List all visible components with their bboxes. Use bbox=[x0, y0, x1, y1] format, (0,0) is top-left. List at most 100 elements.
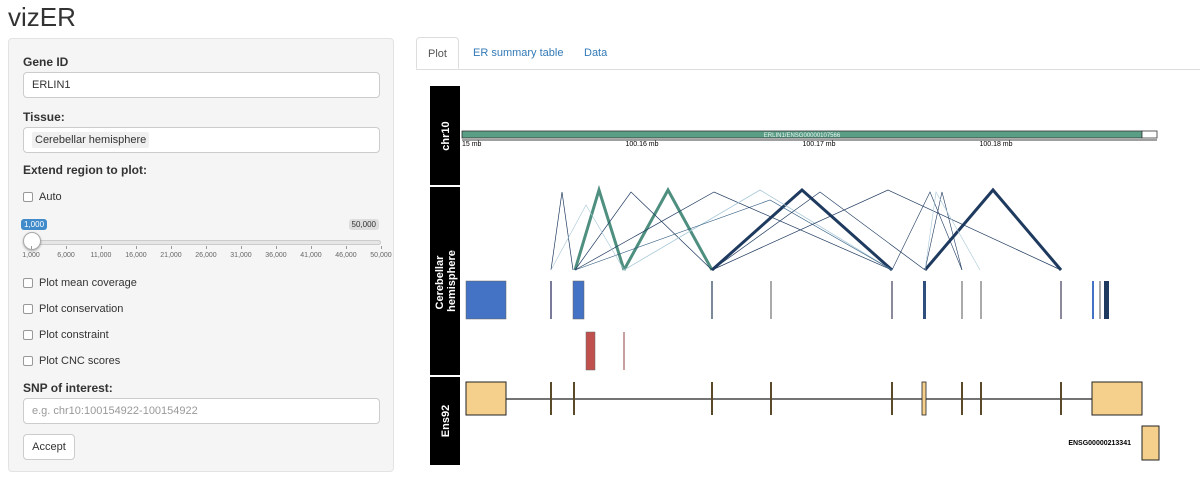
slider-tick-label: 16,000 bbox=[125, 252, 147, 259]
plot-conservation-label: Plot conservation bbox=[39, 303, 124, 315]
junction-arc bbox=[923, 187, 1063, 271]
junction-arc bbox=[622, 186, 714, 271]
exon bbox=[1060, 382, 1062, 415]
tab-er-summary-table[interactable]: ER summary table bbox=[473, 47, 564, 59]
er-block bbox=[1104, 281, 1109, 319]
checkbox-box[interactable] bbox=[23, 278, 33, 288]
axis-tick-label: 15 mb bbox=[462, 141, 482, 148]
gene-bar-end bbox=[1141, 130, 1158, 139]
accept-button[interactable]: Accept bbox=[23, 434, 75, 460]
slider-tick-label: 1,000 bbox=[22, 252, 40, 259]
slider-tick-label: 26,000 bbox=[195, 252, 217, 259]
er-block bbox=[711, 281, 713, 319]
tissue-track-label-bg bbox=[430, 187, 460, 375]
exon bbox=[711, 382, 713, 415]
slider-handle[interactable] bbox=[23, 232, 41, 250]
chrom-track-label-bg bbox=[430, 86, 460, 185]
slider-tick-mark bbox=[31, 246, 32, 249]
junction-arc bbox=[924, 191, 963, 271]
exon bbox=[961, 382, 963, 415]
er-block bbox=[550, 281, 552, 319]
axis-tick-label: 100.17 mb bbox=[802, 141, 835, 148]
expressed-regions bbox=[465, 280, 1109, 371]
junction-arc bbox=[623, 189, 893, 271]
slider-tick-label: 6,000 bbox=[57, 252, 75, 259]
plot-conservation-checkbox[interactable]: Plot conservation bbox=[23, 303, 123, 315]
auto-checkbox-label: Auto bbox=[39, 191, 62, 203]
exon bbox=[1091, 381, 1143, 416]
slider-tick-label: 50,000 bbox=[370, 252, 392, 259]
junction-arc bbox=[573, 184, 626, 271]
junction-arc bbox=[711, 189, 1062, 271]
slider-tick-label: 36,000 bbox=[265, 252, 287, 259]
junction-arc bbox=[924, 191, 981, 271]
tab-data[interactable]: Data bbox=[584, 47, 608, 59]
tissue-selected-value: Cerebellar hemisphere bbox=[32, 132, 150, 148]
checkbox-box[interactable] bbox=[23, 304, 33, 314]
plot-constraint-label: Plot constraint bbox=[39, 329, 109, 341]
snp-label: SNP of interest: bbox=[23, 381, 113, 395]
exon bbox=[770, 382, 772, 415]
junction-arc bbox=[711, 187, 893, 272]
checkbox-box[interactable] bbox=[23, 330, 33, 340]
er-block bbox=[1099, 281, 1101, 319]
slider-tick-mark bbox=[206, 246, 207, 249]
tissue-label: Tissue: bbox=[23, 110, 65, 124]
snp-input[interactable]: e.g. chr10:100154922-100154922 bbox=[23, 398, 380, 424]
slider-value-badge: 1,000 bbox=[21, 219, 48, 230]
er-block bbox=[1060, 281, 1062, 319]
slider-tick-mark bbox=[101, 246, 102, 249]
slider-tick-mark bbox=[171, 246, 172, 249]
junction-arc bbox=[550, 204, 625, 271]
tissue-select[interactable]: Cerebellar hemisphere bbox=[23, 127, 380, 153]
junction-arc bbox=[574, 191, 893, 271]
exon bbox=[550, 382, 552, 415]
gene-id-input[interactable]: ERLIN1 bbox=[23, 72, 380, 98]
er-block bbox=[770, 281, 772, 319]
gene-id-label: Gene ID bbox=[23, 55, 69, 69]
extend-region-slider[interactable] bbox=[31, 240, 381, 245]
er-block bbox=[923, 281, 926, 319]
tissue-track-label: Cerebellar hemisphere bbox=[434, 250, 458, 312]
slider-tick-mark bbox=[136, 246, 137, 249]
slider-tick-label: 11,000 bbox=[90, 252, 112, 259]
plot-mean-coverage-checkbox[interactable]: Plot mean coverage bbox=[23, 277, 137, 289]
er-block bbox=[891, 281, 893, 319]
checkbox-box[interactable] bbox=[23, 356, 33, 366]
junction-arc bbox=[550, 191, 574, 271]
er-block bbox=[980, 281, 982, 319]
slider-tick-label: 46,000 bbox=[335, 252, 357, 259]
gene-bar-label: ERLIN1/ENSG00000107566 bbox=[764, 133, 841, 139]
annotation-track-label: Ens92 bbox=[440, 405, 452, 437]
tab-plot[interactable]: Plot bbox=[416, 37, 459, 69]
extend-region-label: Extend region to plot: bbox=[23, 163, 147, 177]
tissue-track-label-line1: Cerebellar bbox=[434, 255, 446, 310]
er-block bbox=[623, 332, 625, 370]
checkbox-box[interactable] bbox=[23, 192, 33, 202]
slider-tick-label: 41,000 bbox=[300, 252, 322, 259]
er-block bbox=[572, 280, 585, 320]
slider-tick-mark bbox=[311, 246, 312, 249]
plot-cnc-checkbox[interactable]: Plot CNC scores bbox=[23, 355, 120, 367]
slider-tick-label: 31,000 bbox=[230, 252, 252, 259]
annotation-track-label-bg bbox=[430, 377, 460, 465]
other-gene-exon bbox=[1141, 425, 1160, 461]
plot-constraint-checkbox[interactable]: Plot constraint bbox=[23, 329, 109, 341]
junction-arc bbox=[574, 199, 893, 271]
app-title: vizER bbox=[8, 2, 76, 32]
axis-tick-label: 100.16 mb bbox=[625, 141, 658, 148]
junction-arc bbox=[574, 191, 713, 271]
exon bbox=[573, 382, 575, 415]
exon bbox=[980, 382, 982, 415]
auto-checkbox[interactable]: Auto bbox=[23, 191, 62, 203]
transcript-model: ENSG00000213341 bbox=[465, 381, 1160, 461]
slider-tick-mark bbox=[241, 246, 242, 249]
sidebar-panel: Gene ID ERLIN1 Tissue: Cerebellar hemisp… bbox=[8, 38, 394, 472]
er-block bbox=[585, 331, 596, 371]
exon bbox=[891, 382, 893, 415]
chrom-track-label: chr10 bbox=[440, 121, 452, 150]
junction-arcs bbox=[550, 184, 1063, 272]
exon bbox=[921, 381, 927, 416]
slider-max-badge: 50,000 bbox=[348, 219, 379, 230]
slider-tick-mark bbox=[346, 246, 347, 249]
